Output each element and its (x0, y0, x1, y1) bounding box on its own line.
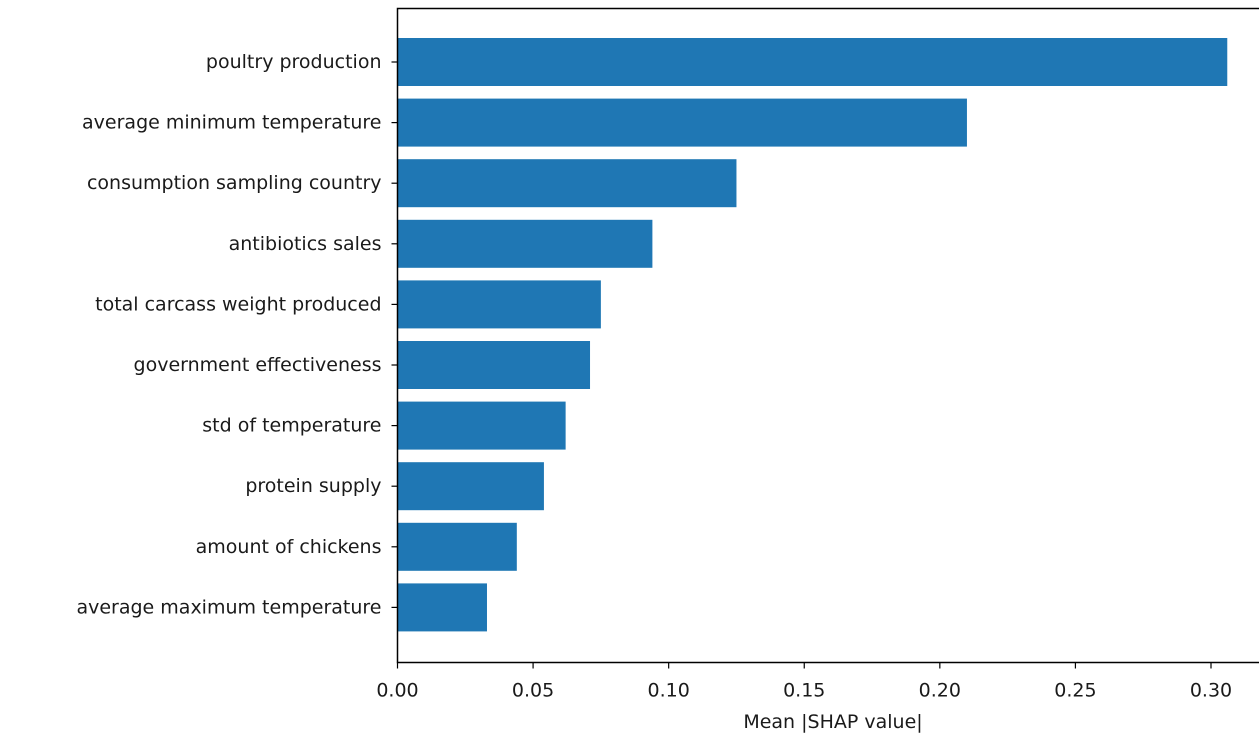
bar (397, 38, 1228, 86)
y-tick-label: average maximum temperature (76, 596, 381, 618)
x-tick-label: 0.00 (376, 680, 418, 702)
y-tick-label: amount of chickens (196, 536, 382, 558)
y-tick-label: average minimum temperature (82, 112, 381, 134)
bar (397, 401, 566, 450)
y-tick-label: total carcass weight produced (95, 293, 381, 315)
bar (397, 341, 591, 389)
bars-layer (397, 38, 1228, 632)
y-tick-label: government effectiveness (134, 354, 382, 376)
x-tick-label: 0.05 (512, 680, 554, 702)
y-tick-label: std of temperature (202, 415, 381, 437)
y-tick-label: antibiotics sales (229, 233, 382, 255)
y-tick-label: poultry production (206, 51, 382, 73)
bar (397, 462, 544, 511)
x-tick-label: 0.20 (919, 680, 961, 702)
plot-frame (396, 7, 1259, 664)
bar (397, 159, 737, 208)
x-axis-ticks: 0.00 0.05 0.10 0.15 0.20 0.25 0.30 (376, 662, 1232, 702)
x-tick-label: 0.30 (1190, 680, 1232, 702)
bar (397, 98, 967, 147)
x-tick-label: 0.10 (648, 680, 690, 702)
y-axis-ticks: poultry production average minimum temper… (76, 51, 398, 618)
bar (397, 583, 487, 632)
bar (397, 522, 517, 571)
y-tick-label: protein supply (245, 475, 381, 497)
y-tick-label: consumption sampling country (87, 172, 382, 194)
x-tick-label: 0.15 (783, 680, 825, 702)
x-axis-label: Mean |SHAP value| (743, 711, 922, 733)
bar (397, 219, 653, 268)
bar (397, 280, 601, 329)
x-tick-label: 0.25 (1054, 680, 1096, 702)
